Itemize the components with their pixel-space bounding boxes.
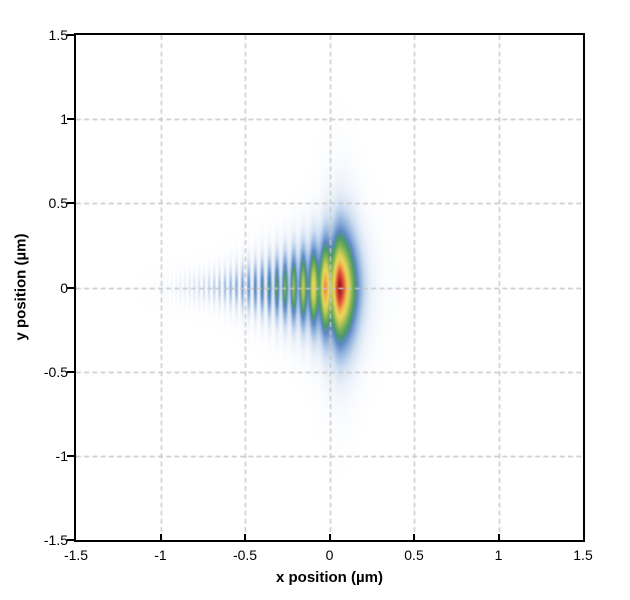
y-tick-label: 0 — [60, 279, 68, 296]
y-tick — [67, 34, 75, 36]
x-tick — [244, 534, 246, 540]
y-tick — [67, 118, 75, 121]
x-tick-label: 1 — [494, 547, 503, 563]
y-tick-label: 1 — [60, 111, 68, 128]
y-axis-title: y position (µm) — [12, 233, 30, 341]
y-tick-label: -0.5 — [43, 363, 68, 380]
y-tick — [67, 454, 75, 457]
y-tick-label: 0.5 — [48, 195, 68, 212]
x-tick-label: 0.5 — [404, 547, 424, 563]
x-tick — [497, 534, 500, 540]
x-tick — [328, 534, 331, 540]
x-tick-label: -1.5 — [63, 547, 89, 563]
y-tick — [67, 286, 75, 289]
x-axis-title: x position (µm) — [276, 569, 383, 586]
y-tick-label: -1.5 — [43, 532, 68, 548]
y-tick — [67, 202, 75, 205]
x-tick — [159, 534, 162, 540]
x-tick — [413, 534, 415, 540]
y-tick — [67, 370, 75, 373]
plot-frame — [74, 33, 585, 542]
heatmap-canvas — [76, 35, 583, 540]
x-tick-label: 1.5 — [573, 547, 593, 563]
x-tick-label: -0.5 — [232, 547, 258, 563]
x-tick-label: -1 — [154, 547, 167, 563]
y-tick — [67, 539, 75, 541]
y-tick-label: 1.5 — [48, 27, 68, 43]
x-tick-label: 0 — [325, 547, 334, 563]
y-tick-label: -1 — [55, 447, 68, 464]
